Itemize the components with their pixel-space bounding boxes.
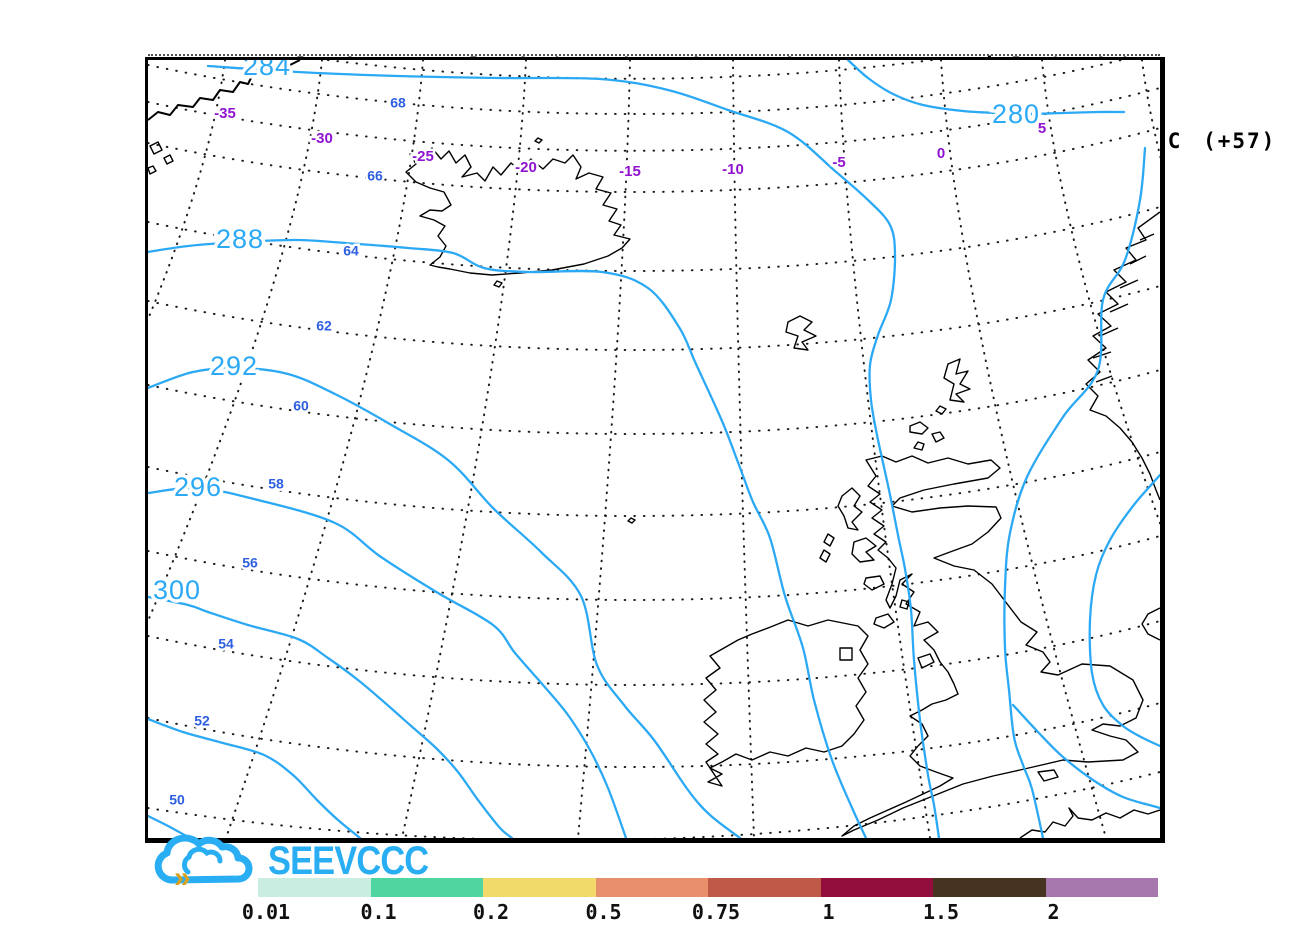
graticule-grid [148, 60, 1160, 838]
latitude-label-64: 64 [343, 243, 359, 259]
longitude-label--30: -30 [311, 130, 333, 147]
coast-denmark [1141, 607, 1160, 641]
coastlines [148, 60, 1160, 838]
geopotential-contour-272 [1011, 703, 1160, 810]
colorbar-tick-0.1: 0.1 [360, 900, 397, 924]
contour-label-296: 296 [174, 472, 222, 502]
coast-shetland [935, 358, 971, 415]
coast-orkney [909, 421, 945, 451]
longitude-label-0: 0 [937, 145, 945, 162]
coast-isle-of-wight [1037, 769, 1059, 782]
colorbar-segment-4 [595, 878, 708, 897]
colorbar-tick-0.01: 0.01 [241, 900, 291, 924]
geopotential-contour-288 [148, 238, 868, 838]
colorbar-segment-1 [258, 878, 371, 897]
coast-norway [1085, 211, 1160, 501]
geopotential-contour-300 [148, 595, 514, 838]
latitude-label-60: 60 [293, 398, 309, 414]
colorbar-strip [258, 878, 1158, 897]
coast-iceland [405, 137, 631, 288]
top-graticule-overflow [148, 54, 1160, 56]
latitude-label-54: 54 [218, 636, 234, 652]
contour-label-292: 292 [210, 351, 258, 381]
colorbar-tick-0.75: 0.75 [691, 900, 741, 924]
coast-rockall [627, 517, 636, 524]
coast-hebrides [819, 487, 910, 629]
coast-norway-fjords [1092, 233, 1155, 383]
latitude-label-56: 56 [242, 555, 258, 571]
longitude-label--15: -15 [619, 163, 641, 180]
colorbar-segment-2 [370, 878, 483, 897]
longitude-label--20: -20 [515, 159, 537, 176]
colorbar-segment-5 [708, 878, 821, 897]
contour-label-288: 288 [216, 224, 264, 254]
latitude-label-68: 68 [390, 95, 406, 111]
coast-greenland [148, 60, 301, 121]
forecast-map: 28428028829229630068666462605856545250-3… [148, 60, 1160, 838]
contour-label-280: 280 [992, 99, 1040, 129]
latitude-label-52: 52 [194, 713, 210, 729]
longitude-label--5: -5 [832, 154, 845, 171]
colorbar-tick-0.2: 0.2 [472, 900, 510, 924]
colorbar-tick-0.5: 0.5 [585, 900, 622, 924]
latitude-label-66: 66 [367, 168, 383, 184]
coast-isle-of-man [917, 653, 935, 669]
longitude-label--35: -35 [214, 105, 236, 122]
latitude-label-50: 50 [169, 792, 185, 808]
map-labels: 28428028829229630068666462605856545250-3… [149, 60, 1048, 810]
longitude-label--25: -25 [412, 148, 434, 165]
contour-label-300: 300 [153, 575, 201, 605]
geopotential-contour-284 [206, 64, 941, 838]
longitude-label-5: 5 [1038, 120, 1046, 137]
coast-greenland-islets [148, 141, 174, 175]
colorbar-tick-2: 2 [1047, 900, 1060, 924]
contour-label-284: 284 [243, 60, 291, 81]
colorbar-segment-3 [483, 878, 596, 897]
seevccc-logo: » SEEVCCC [148, 832, 454, 890]
coast-france [1019, 807, 1160, 838]
colorbar-tick-1.5: 1.5 [922, 900, 960, 924]
coast-faroe [785, 315, 817, 351]
map-frame: 284 280 288 292 296 300 68 66 64 62 60 58 56 54 52 50 -3… [145, 57, 1165, 843]
coast-great-britain [841, 455, 1144, 837]
geopotential-contour-280 [846, 60, 1126, 116]
dust-load-colorbar: 0.01 0.1 0.2 0.5 0.75 1 1.5 2 [242, 878, 1158, 924]
geopotential-contour-276 [1088, 473, 1160, 748]
geopotential-contour-292 [148, 366, 742, 838]
colorbar-segment-7 [933, 878, 1046, 897]
svg-text:»: » [174, 861, 191, 890]
longitude-label--10: -10 [722, 161, 744, 178]
coast-ireland [703, 619, 869, 787]
latitude-label-62: 62 [316, 318, 332, 334]
colorbar-tick-1: 1 [822, 900, 835, 924]
seevccc-cloud-icon: » [154, 834, 253, 890]
colorbar-segment-8 [1045, 878, 1158, 897]
latitude-label-58: 58 [268, 476, 284, 492]
geopotential-contours [148, 60, 1160, 838]
seevccc-logo-text: SEEVCCC [268, 838, 429, 883]
geopotential-contour-304 [148, 717, 362, 838]
geopotential-contour-280 [1003, 146, 1147, 838]
geopotential-contour-296 [148, 486, 628, 838]
colorbar-segment-6 [820, 878, 933, 897]
